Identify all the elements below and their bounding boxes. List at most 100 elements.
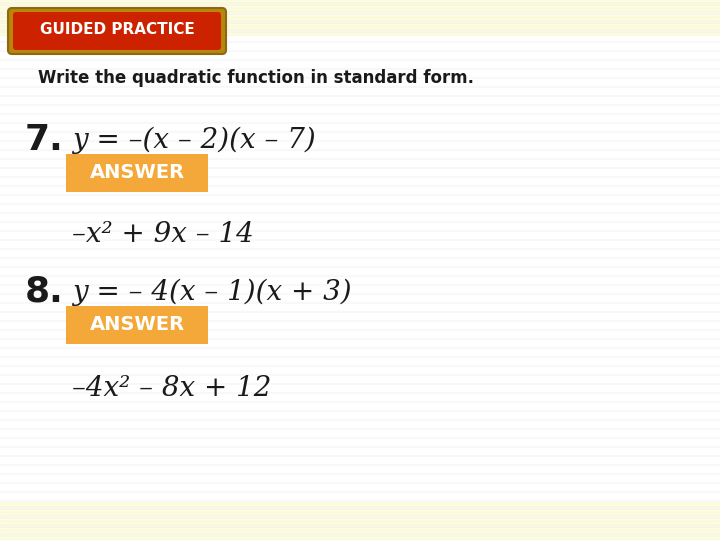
Bar [0, 349, 720, 351]
Bar [0, 249, 720, 252]
Bar [0, 351, 720, 354]
Bar [0, 403, 720, 405]
Bar [0, 87, 720, 90]
Bar [0, 519, 720, 522]
Bar [0, 299, 720, 301]
Bar [0, 195, 720, 198]
Bar [0, 353, 720, 355]
Bar [0, 511, 720, 513]
Bar [0, 443, 720, 446]
Text: Write the quadratic function in standard form.: Write the quadratic function in standard… [38, 69, 474, 87]
Bar [0, 268, 720, 270]
Bar [0, 482, 720, 484]
Bar [0, 295, 720, 297]
Bar [0, 141, 720, 144]
Bar [0, 329, 720, 331]
Bar [0, 72, 720, 75]
Text: ANSWER: ANSWER [89, 164, 184, 183]
Bar [0, 477, 720, 480]
FancyBboxPatch shape [66, 306, 208, 344]
Bar [0, 538, 720, 540]
Bar [0, 330, 720, 333]
Bar [0, 108, 720, 111]
Bar [0, 135, 720, 138]
Bar [0, 239, 720, 241]
Bar [0, 266, 720, 268]
Bar [0, 491, 720, 493]
Bar [0, 70, 720, 72]
Bar [0, 259, 720, 261]
Bar [0, 293, 720, 295]
Bar [0, 194, 720, 196]
Bar [0, 320, 720, 322]
Bar [0, 94, 720, 97]
Bar [0, 52, 720, 54]
Bar [0, 2, 720, 4]
Bar [0, 56, 720, 58]
Bar [0, 326, 720, 328]
Bar [0, 214, 720, 216]
Bar [0, 43, 720, 45]
Bar [0, 81, 720, 84]
Bar [0, 465, 720, 468]
Bar [0, 38, 720, 40]
Bar [0, 369, 720, 372]
Bar [0, 33, 720, 36]
Bar [0, 453, 720, 455]
Bar [0, 421, 720, 423]
Bar [0, 529, 720, 531]
Bar [0, 378, 720, 381]
Bar [0, 430, 720, 432]
Bar [0, 218, 720, 220]
Bar [0, 399, 720, 401]
Bar [0, 185, 720, 187]
Bar [0, 455, 720, 457]
Bar [0, 411, 720, 414]
Bar [0, 164, 720, 166]
Bar [0, 284, 720, 286]
Bar [0, 342, 720, 345]
Bar [0, 475, 720, 477]
Bar [0, 20, 720, 23]
Bar [0, 254, 720, 256]
Bar [0, 486, 720, 489]
Bar [0, 227, 720, 230]
Bar [0, 74, 720, 77]
Bar [0, 495, 720, 497]
Bar [0, 410, 720, 412]
Bar [0, 405, 720, 408]
Bar [0, 29, 720, 31]
Bar [0, 426, 720, 428]
Bar [0, 484, 720, 486]
Bar [0, 472, 720, 475]
Bar [0, 54, 720, 57]
Bar [0, 372, 720, 374]
Bar [0, 317, 720, 320]
Bar [0, 468, 720, 470]
Bar [0, 387, 720, 389]
Bar [0, 461, 720, 463]
Bar [0, 207, 720, 210]
Bar [0, 306, 720, 308]
Bar [0, 252, 720, 254]
Bar [0, 128, 720, 131]
Bar [0, 97, 720, 99]
Bar [0, 126, 720, 129]
Bar [0, 488, 720, 490]
Bar [0, 275, 720, 277]
Bar [0, 11, 720, 14]
Text: ANSWER: ANSWER [89, 315, 184, 334]
Bar [0, 450, 720, 453]
Bar [0, 401, 720, 403]
Bar [0, 389, 720, 392]
Bar [0, 122, 720, 124]
Bar [0, 434, 720, 436]
Bar [0, 261, 720, 264]
Bar [0, 106, 720, 108]
Bar [0, 168, 720, 171]
Bar [0, 162, 720, 165]
Bar [0, 367, 720, 369]
Bar [0, 313, 720, 315]
Bar [0, 432, 720, 435]
Bar [0, 364, 720, 367]
